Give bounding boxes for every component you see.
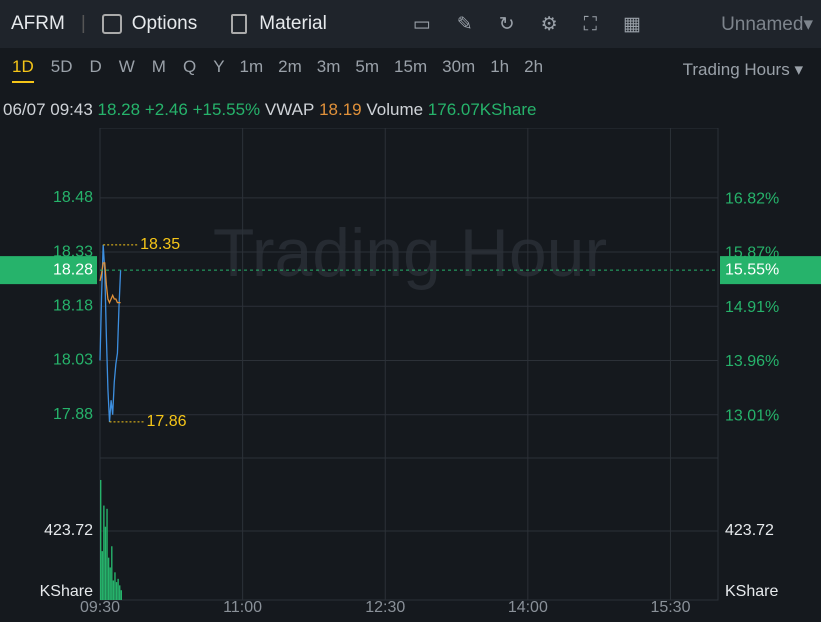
x-tick-label: 15:30 <box>650 599 690 616</box>
y-tick-label: 18.18 <box>53 297 93 314</box>
material-icon <box>231 14 248 34</box>
current-price: 18.28 <box>53 261 93 278</box>
series-line <box>99 262 121 305</box>
volume-bar <box>117 578 119 600</box>
y-tick-label: 18.33 <box>53 243 93 260</box>
period[interactable]: 1h <box>490 57 510 76</box>
datetime: 06/07 09:43 <box>3 100 93 119</box>
change-pct: +15.55% <box>192 100 261 119</box>
volume-bar <box>114 572 116 600</box>
high-label: 18.35 <box>140 236 180 253</box>
volume: 176.07KShare <box>427 100 537 119</box>
y2-tick-label: 13.96% <box>725 353 779 370</box>
watermark: Trading Hour <box>213 215 607 291</box>
volume-bar <box>104 526 107 600</box>
volume-bar <box>119 585 121 600</box>
material[interactable]: Material <box>259 13 327 34</box>
period[interactable]: 15m <box>394 57 428 76</box>
vwap: 18.19 <box>319 100 362 119</box>
volume-tick-label: 423.72 <box>44 522 93 539</box>
period[interactable]: 1D <box>12 57 34 83</box>
period[interactable]: Q <box>182 57 197 76</box>
period[interactable]: W <box>118 57 135 76</box>
period[interactable]: M <box>151 57 166 76</box>
series-line <box>99 244 122 422</box>
volume-bar <box>109 567 111 600</box>
x-tick-label: 11:00 <box>223 599 262 616</box>
volume-unit: KShare <box>725 583 778 600</box>
volume-bar <box>112 580 115 600</box>
volume-bar <box>111 546 113 600</box>
period-list: 1D 5D D W M Q Y 1m 2m 3m 5m 15m 30m 1h 2h <box>12 57 558 83</box>
layout[interactable]: Unnamed▾ <box>721 13 813 35</box>
volume-bar <box>103 505 105 600</box>
y-tick-label: 18.03 <box>53 352 93 369</box>
x-tick-label: 14:00 <box>508 599 548 616</box>
period-bar: 1D 5D D W M Q Y 1m 2m 3m 5m 15m 30m 1h 2h Trading Hour… <box>0 48 821 92</box>
sep: | <box>80 13 86 34</box>
y2-tick-label: 16.82% <box>725 190 779 207</box>
chart: Trading Hour 09:30 11:00 12:30 14:00 15:30 18.… <box>0 128 821 616</box>
low-label: 17.86 <box>147 413 187 430</box>
price: 18.28 <box>97 100 141 119</box>
change: +2.46 <box>144 100 188 119</box>
period[interactable]: 5m <box>355 57 380 76</box>
vwap-label: VWAP <box>264 100 315 119</box>
period[interactable]: 1m <box>239 57 264 76</box>
volume-bar <box>106 508 108 600</box>
y2-tick-label: 14.91% <box>725 299 779 316</box>
volume-unit: KShare <box>40 583 93 600</box>
x-tick-label: 09:30 <box>80 599 120 616</box>
y2-tick-label: 13.01% <box>725 407 779 424</box>
options-icon <box>101 14 122 34</box>
session-name: Trading Hours <box>682 60 790 79</box>
toolbar: AFRM | Options Material ▭✎↻⚙⛶▦ Unnamed▾ <box>0 0 821 48</box>
y-tick-label: 18.48 <box>53 189 93 206</box>
current-pct: 15.55% <box>725 261 779 278</box>
period[interactable]: 5D <box>50 57 73 76</box>
info-bar: 06/07 09:43 18.28 +2.46 +15.55% VWAP 18.… <box>0 92 821 128</box>
period[interactable]: 2m <box>278 57 302 76</box>
x-tick-label: 12:30 <box>365 599 405 616</box>
volume-label: Volume <box>366 100 424 119</box>
current-tag <box>0 256 97 285</box>
period[interactable]: Y <box>213 57 225 76</box>
period[interactable]: 3m <box>316 57 341 76</box>
layout-name: Unnamed <box>721 13 804 35</box>
volume-bar <box>107 557 110 600</box>
session[interactable]: Trading Hours ▾ <box>682 60 803 79</box>
period[interactable]: 2h <box>524 57 544 76</box>
volume-bar <box>100 479 102 600</box>
plot-frame <box>99 128 719 601</box>
volume-bar <box>115 582 118 600</box>
volume-tick-label: 423.72 <box>725 522 774 539</box>
period[interactable]: 30m <box>442 57 476 76</box>
current-tag <box>720 256 821 285</box>
options[interactable]: Options <box>131 13 198 34</box>
y-tick-label: 17.88 <box>53 406 93 423</box>
symbol[interactable]: AFRM <box>11 13 65 34</box>
volume-bar <box>101 551 103 600</box>
period[interactable]: D <box>89 57 102 76</box>
volume-bar <box>120 590 122 600</box>
tool-icons[interactable]: ▭✎↻⚙⛶▦ <box>412 13 667 35</box>
